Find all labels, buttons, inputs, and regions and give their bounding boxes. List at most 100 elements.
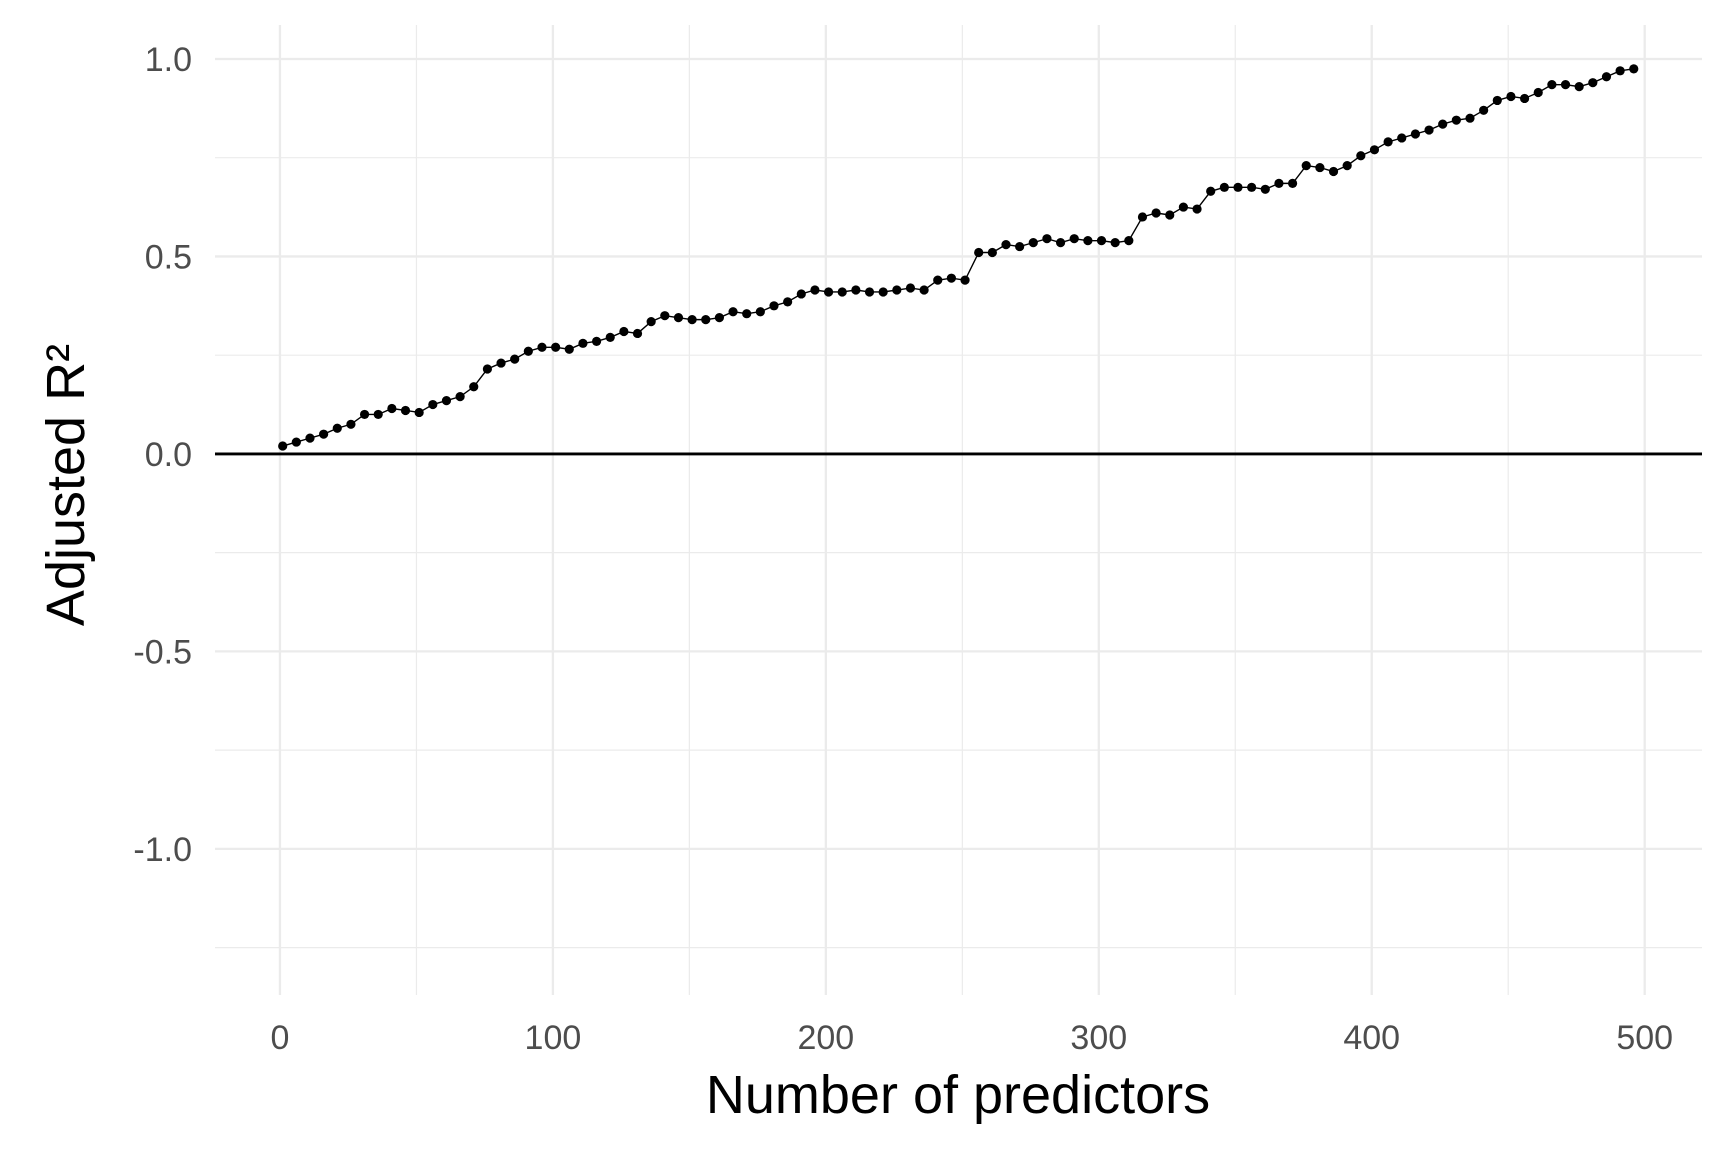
data-point [510, 354, 520, 364]
data-point [1547, 80, 1557, 90]
data-point [728, 307, 738, 317]
x-tick-label: 400 [1343, 1019, 1400, 1057]
data-point [1165, 210, 1175, 220]
data-point [482, 364, 492, 374]
data-point [1533, 87, 1543, 98]
data-point [346, 419, 356, 429]
x-tick-label: 200 [797, 1019, 854, 1057]
data-point [359, 409, 370, 420]
data-point [1192, 204, 1202, 214]
y-tick-label: 0.5 [145, 238, 192, 276]
data-point [387, 403, 397, 414]
data-point [496, 358, 506, 368]
data-point [428, 399, 438, 410]
data-point [946, 273, 957, 283]
data-point [469, 382, 479, 392]
x-tick-label: 0 [270, 1019, 289, 1057]
data-point [660, 311, 670, 321]
data-point [1260, 184, 1270, 194]
data-point [619, 326, 629, 337]
data-point [1287, 178, 1298, 188]
data-point [974, 247, 984, 258]
data-point [278, 441, 288, 451]
data-point [319, 429, 329, 439]
y-tick-label: -0.5 [133, 633, 192, 671]
data-point [1001, 239, 1011, 250]
data-point [687, 315, 697, 325]
data-point [373, 409, 383, 420]
data-point [1315, 162, 1325, 173]
series-line [282, 68, 1634, 447]
data-point [441, 395, 452, 406]
data-point [1015, 241, 1025, 252]
data-point [1096, 236, 1107, 246]
data-point [1274, 178, 1284, 188]
x-axis-tick-labels: 0 100 200 300 400 500 [270, 1019, 1673, 1057]
data-point [1451, 115, 1461, 125]
data-point [1574, 82, 1584, 92]
data-point [837, 287, 847, 297]
data-point [632, 328, 643, 339]
data-point [1301, 161, 1311, 171]
data-point [646, 317, 656, 327]
data-point [1124, 236, 1134, 246]
data-point [1479, 105, 1489, 115]
data-points [278, 64, 1639, 451]
major-gridlines [215, 25, 1702, 995]
y-tick-label: 0.0 [145, 436, 192, 474]
data-point [987, 247, 997, 258]
data-point [551, 342, 561, 352]
data-point [1247, 182, 1257, 192]
data-point [1492, 95, 1502, 106]
data-point [919, 285, 929, 295]
data-point [1110, 238, 1120, 248]
data-point [1465, 113, 1475, 123]
data-point [537, 342, 547, 352]
x-axis-title: Number of predictors [706, 1065, 1210, 1125]
data-point [1151, 208, 1161, 218]
data-point [796, 289, 806, 299]
data-point [1219, 182, 1229, 192]
data-point [701, 315, 711, 325]
data-point [591, 336, 602, 346]
y-tick-label: -1.0 [133, 831, 192, 869]
data-point [1233, 182, 1243, 192]
data-point [933, 275, 943, 285]
data-point [905, 283, 916, 293]
data-point [851, 285, 861, 295]
data-point [1178, 202, 1189, 212]
data-point [523, 346, 533, 356]
data-point [1397, 133, 1407, 143]
data-point [742, 309, 752, 319]
data-point [810, 285, 820, 295]
data-point [400, 405, 411, 416]
data-point [1629, 64, 1639, 74]
data-point [864, 287, 875, 297]
y-axis-tick-labels: 1.0 0.5 0.0 -0.5 -1.0 [133, 41, 192, 869]
x-tick-label: 500 [1616, 1019, 1673, 1057]
y-tick-label: 1.0 [145, 41, 192, 79]
data-point [714, 313, 725, 323]
data-point [605, 332, 615, 343]
data-point [305, 433, 315, 443]
data-point [1588, 78, 1598, 88]
data-point [414, 407, 424, 418]
data-point [1369, 145, 1380, 155]
data-point [1601, 72, 1612, 82]
data-point [564, 344, 574, 354]
data-point [1342, 161, 1352, 171]
data-point [755, 307, 765, 317]
data-point [1424, 125, 1434, 135]
data-point [1383, 137, 1393, 147]
data-point [1328, 166, 1339, 177]
data-point [960, 275, 970, 285]
data-point [673, 313, 684, 323]
data-point [1083, 236, 1093, 246]
data-point [1206, 186, 1216, 196]
data-point [1069, 234, 1079, 244]
data-point [332, 423, 342, 433]
data-point [1519, 93, 1530, 104]
data-point [1438, 119, 1448, 129]
